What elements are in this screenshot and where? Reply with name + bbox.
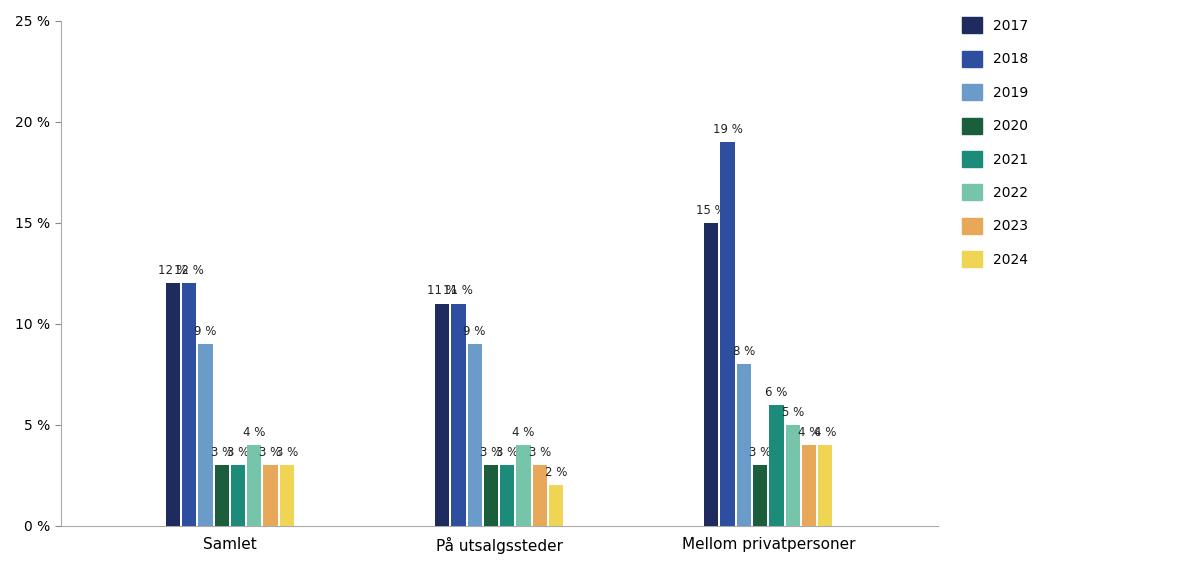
Text: 2 %: 2 % [545, 467, 568, 479]
Bar [247, 445, 262, 526]
Text: 11 %: 11 % [427, 284, 457, 298]
Text: 12 %: 12 % [174, 264, 204, 277]
Text: 5 %: 5 % [781, 406, 804, 419]
Bar [533, 465, 547, 526]
Text: 3 %: 3 % [259, 446, 282, 459]
Text: 4 %: 4 % [798, 426, 821, 439]
Bar [484, 465, 498, 526]
Text: 3 %: 3 % [496, 446, 518, 459]
Text: 4 %: 4 % [512, 426, 535, 439]
Bar [264, 465, 277, 526]
Bar [720, 142, 734, 526]
Text: 11 %: 11 % [444, 284, 473, 298]
Text: 9 %: 9 % [194, 325, 217, 338]
Bar [769, 405, 784, 526]
Text: 15 %: 15 % [696, 204, 726, 217]
Bar [737, 364, 751, 526]
Legend: 2017, 2018, 2019, 2020, 2021, 2022, 2023, 2024: 2017, 2018, 2019, 2020, 2021, 2022, 2023… [962, 17, 1028, 267]
Bar [786, 425, 800, 526]
Text: 3 %: 3 % [749, 446, 772, 459]
Text: 3 %: 3 % [480, 446, 502, 459]
Text: 3 %: 3 % [276, 446, 298, 459]
Text: 12 %: 12 % [158, 264, 188, 277]
Text: 6 %: 6 % [766, 386, 787, 398]
Bar [468, 344, 482, 526]
Bar [230, 465, 245, 526]
Bar [704, 222, 719, 526]
Bar [198, 344, 212, 526]
Bar [182, 283, 197, 526]
Bar [516, 445, 530, 526]
Text: 3 %: 3 % [227, 446, 250, 459]
Text: 19 %: 19 % [713, 123, 743, 136]
Text: 4 %: 4 % [814, 426, 836, 439]
Bar [280, 465, 294, 526]
Bar [500, 465, 515, 526]
Text: 3 %: 3 % [529, 446, 551, 459]
Bar [434, 303, 449, 526]
Bar [215, 465, 229, 526]
Text: 8 %: 8 % [733, 345, 755, 358]
Text: 9 %: 9 % [463, 325, 486, 338]
Text: 3 %: 3 % [211, 446, 233, 459]
Bar [802, 445, 816, 526]
Bar [818, 445, 833, 526]
Bar [166, 283, 180, 526]
Bar [548, 485, 563, 526]
Text: 4 %: 4 % [244, 426, 265, 439]
Bar [754, 465, 767, 526]
Bar [451, 303, 466, 526]
